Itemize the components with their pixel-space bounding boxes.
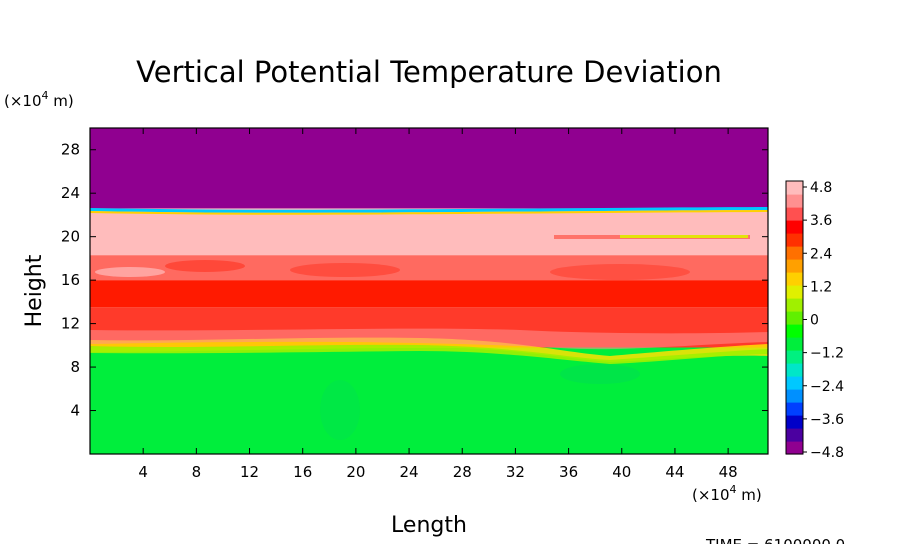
x-tick-label: 28 bbox=[453, 463, 472, 481]
colorbar-swatch bbox=[786, 207, 803, 221]
colorbar-swatch bbox=[786, 402, 803, 416]
texture-overlay-11 bbox=[560, 364, 640, 384]
y-tick-label: 16 bbox=[61, 271, 80, 289]
x-tick-label: 16 bbox=[293, 463, 312, 481]
colorbar-label: 2.4 bbox=[810, 246, 832, 262]
y-axis: 4 8 12 16 20 24 28 bbox=[61, 141, 768, 420]
colorbar-label: −3.6 bbox=[810, 412, 844, 428]
y-tick-label: 8 bbox=[70, 358, 80, 376]
texture-overlay-5 bbox=[90, 207, 768, 213]
x-axis: 4 8 12 16 20 24 28 32 36 40 44 48 bbox=[138, 128, 738, 481]
colorbar-swatch bbox=[786, 246, 803, 260]
texture-overlay-0 bbox=[90, 337, 768, 362]
colorbar-label: −1.2 bbox=[810, 346, 844, 362]
colorbar-swatch bbox=[786, 311, 803, 325]
texture-overlay-6 bbox=[90, 210, 768, 215]
time-label: TIME = 6100000.0 bbox=[705, 536, 845, 544]
y-tick-label: 20 bbox=[61, 228, 80, 246]
colorbar-swatch bbox=[786, 363, 803, 377]
colorbar-frame bbox=[785, 180, 804, 455]
y-unit-label: (×104 m) bbox=[4, 89, 74, 110]
texture-overlay-4 bbox=[620, 235, 748, 238]
colorbar-swatch bbox=[786, 272, 803, 286]
x-tick-label: 24 bbox=[400, 463, 419, 481]
colorbar-swatch bbox=[786, 441, 803, 455]
x-tick-label: 8 bbox=[192, 463, 202, 481]
texture-overlay-1 bbox=[90, 344, 768, 364]
texture-overlay-12 bbox=[320, 380, 360, 440]
texture-overlay-9 bbox=[550, 264, 690, 280]
plot-area bbox=[90, 128, 768, 454]
colorbar-swatch bbox=[786, 194, 803, 208]
colorbar-label: 3.6 bbox=[810, 213, 832, 229]
colorbar-swatch bbox=[786, 428, 803, 442]
chart-title: Vertical Potential Temperature Deviation bbox=[136, 55, 722, 89]
colorbar-swatch bbox=[786, 389, 803, 403]
colorbar-swatch bbox=[786, 233, 803, 247]
layer-deep-red-band bbox=[90, 280, 768, 308]
colorbar-swatch bbox=[786, 350, 803, 364]
x-tick-label: 36 bbox=[559, 463, 578, 481]
colorbar-swatch bbox=[786, 415, 803, 429]
x-axis-label: Length bbox=[391, 513, 467, 538]
colorbar-swatch bbox=[786, 285, 803, 299]
layer-green-region bbox=[90, 347, 768, 454]
x-tick-label: 40 bbox=[612, 463, 631, 481]
texture-overlay-10 bbox=[95, 267, 165, 277]
colorbar-swatch bbox=[786, 337, 803, 351]
colorbar-label: 4.8 bbox=[810, 180, 832, 196]
x-tick-label: 32 bbox=[506, 463, 525, 481]
layer-purple-top bbox=[90, 128, 768, 209]
x-tick-label: 48 bbox=[719, 463, 738, 481]
texture-overlay-2 bbox=[90, 328, 768, 350]
colorbar-label: 1.2 bbox=[810, 279, 832, 295]
y-tick-label: 24 bbox=[61, 184, 80, 202]
colorbar-swatch bbox=[786, 259, 803, 273]
colorbar-swatch bbox=[786, 220, 803, 234]
colorbar-swatch bbox=[786, 376, 803, 390]
colorbar-swatch bbox=[786, 298, 803, 312]
colorbar-label: −4.8 bbox=[810, 445, 844, 461]
x-tick-label: 44 bbox=[665, 463, 684, 481]
x-tick-label: 20 bbox=[346, 463, 365, 481]
y-axis-label: Height bbox=[22, 254, 47, 327]
colorbar-swatch bbox=[786, 324, 803, 338]
y-tick-label: 28 bbox=[61, 141, 80, 159]
x-tick-label: 12 bbox=[240, 463, 259, 481]
y-tick-label: 12 bbox=[61, 315, 80, 333]
x-tick-label: 4 bbox=[138, 463, 148, 481]
colorbar-label: −2.4 bbox=[810, 379, 844, 395]
colorbar: 4.8 3.6 2.4 1.2 0 −1.2 −2.4 −3.6 −4.8 bbox=[785, 180, 844, 461]
x-unit-label: (×104 m) bbox=[692, 483, 762, 504]
texture-overlay-8 bbox=[290, 263, 400, 277]
layer-light-pink bbox=[90, 208, 768, 256]
texture-overlay-7 bbox=[165, 260, 245, 272]
y-tick-label: 4 bbox=[70, 402, 80, 420]
plot-frame bbox=[89, 127, 769, 455]
colorbar-label: 0 bbox=[810, 313, 819, 329]
colorbar-swatch bbox=[786, 181, 803, 195]
